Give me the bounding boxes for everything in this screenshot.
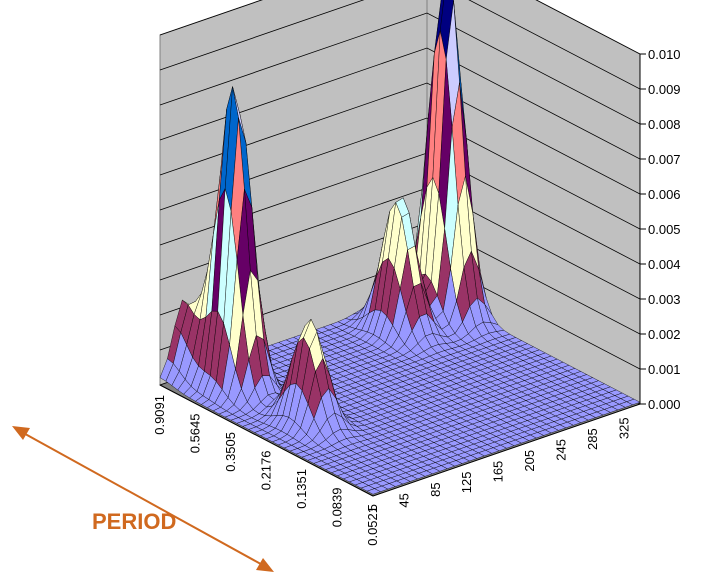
z-tick-label: 0.000: [648, 397, 681, 412]
z-tick-label: 0.007: [648, 152, 681, 167]
x-tick-label: 5: [365, 504, 380, 511]
z-tick-label: 0.001: [648, 362, 681, 377]
gridline: [159, 82, 641, 195]
z-tick-label: 0.002: [648, 327, 681, 342]
surface-facet: [366, 488, 381, 495]
period-arrow: [12, 426, 274, 572]
period-tick-label: 0.2176: [259, 451, 274, 491]
z-tick-label: 0.003: [648, 292, 681, 307]
period-tick-label: 0.0521: [365, 506, 380, 546]
period-axis: [159, 384, 374, 497]
surface-plot: [159, 0, 641, 495]
period-label: PERIOD: [92, 509, 176, 534]
period-tick-label: 0.3505: [223, 432, 238, 472]
period-tick-label: 0.1351: [294, 469, 309, 509]
period-tick-label: 0.9091: [152, 395, 167, 435]
z-tick-label: 0.005: [648, 222, 681, 237]
z-tick-label: 0.004: [648, 257, 681, 272]
gridline: [159, 0, 641, 55]
tick-labels: 0.000 0.001 0.002 0.003 0.004 0.005 0.006 0.007…: [152, 47, 681, 546]
z-tick-label: 0.009: [648, 82, 681, 97]
z-tick-label: 0.006: [648, 187, 681, 202]
x-tick-label: 205: [522, 450, 537, 472]
period-tick-label: 0.0839: [330, 488, 345, 528]
x-tick-label: 245: [553, 439, 568, 461]
x-axis: [372, 403, 641, 497]
gridline: [159, 12, 641, 125]
z-tick-label: 0.010: [648, 47, 681, 62]
z-tick-label: 0.008: [648, 117, 681, 132]
x-tick-label: 165: [491, 461, 506, 483]
gridline: [159, 47, 641, 160]
x-tick-label: 125: [459, 472, 474, 494]
x-tick-label: 285: [585, 428, 600, 450]
x-tick-label: 85: [428, 482, 443, 496]
gridline: [159, 0, 641, 90]
x-tick-label: 325: [616, 417, 631, 439]
x-tick-label: 45: [396, 493, 411, 507]
period-tick-label: 0.5645: [187, 413, 202, 453]
